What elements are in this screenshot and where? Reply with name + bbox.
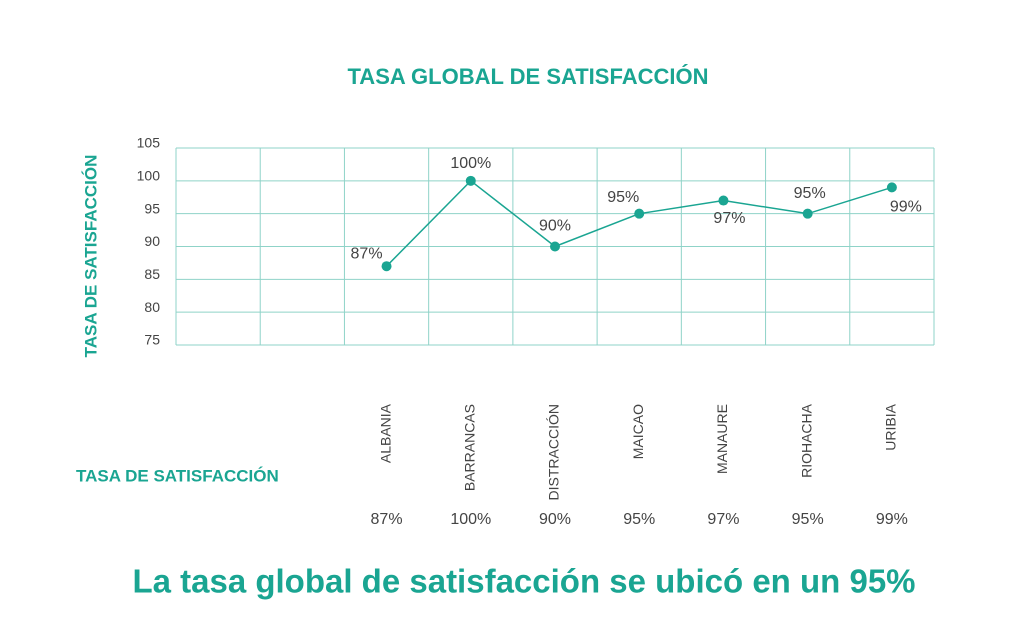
x-tick-label: MAICAO bbox=[630, 404, 646, 459]
data-label: 95% bbox=[794, 185, 826, 202]
table-value: 95% bbox=[792, 511, 824, 528]
data-label: 95% bbox=[607, 189, 639, 206]
y-tick-label: 85 bbox=[144, 266, 160, 282]
table-label: TASA DE SATISFACCIÓN bbox=[76, 466, 279, 485]
x-tick-label: DISTRACCIÓN bbox=[546, 404, 562, 500]
data-label: 90% bbox=[539, 218, 571, 235]
point bbox=[381, 261, 392, 272]
x-tick-label: MANAURE bbox=[714, 404, 730, 474]
point bbox=[718, 195, 729, 206]
point bbox=[634, 208, 645, 219]
table-value: 97% bbox=[707, 511, 739, 528]
annotation: La tasa global de satisfacción se ubicó … bbox=[132, 563, 915, 600]
data-label: 100% bbox=[450, 155, 491, 172]
y-tick-label: 75 bbox=[144, 332, 160, 348]
table-value: 100% bbox=[450, 511, 491, 528]
point bbox=[886, 182, 897, 193]
table-value: 95% bbox=[623, 511, 655, 528]
x-tick-label: RIOHACHA bbox=[798, 403, 814, 478]
point bbox=[550, 241, 560, 252]
x-tick-label: ALBANIA bbox=[377, 403, 393, 463]
x-tick-label: URIBIA bbox=[883, 403, 899, 450]
y-tick-label: 90 bbox=[144, 233, 160, 249]
y-tick-label: 100 bbox=[137, 168, 161, 184]
point bbox=[465, 175, 476, 186]
data-label: 99% bbox=[890, 199, 922, 216]
y-tick-label: 105 bbox=[137, 135, 161, 151]
table-value: 90% bbox=[539, 511, 571, 528]
x-tick-label: BARRANCAS bbox=[461, 404, 477, 491]
y-tick-label: 80 bbox=[144, 299, 160, 315]
table-value: 87% bbox=[371, 511, 403, 528]
y-tick-label: 95 bbox=[144, 200, 160, 216]
table-value: 99% bbox=[876, 511, 908, 528]
y-axis-label: TASA DE SATISFACCIÓN bbox=[81, 155, 100, 358]
point bbox=[802, 208, 813, 219]
data-label: 97% bbox=[713, 210, 745, 227]
data-label: 87% bbox=[351, 245, 383, 262]
chart-title: TASA GLOBAL DE SATISFACCIÓN bbox=[348, 64, 709, 89]
